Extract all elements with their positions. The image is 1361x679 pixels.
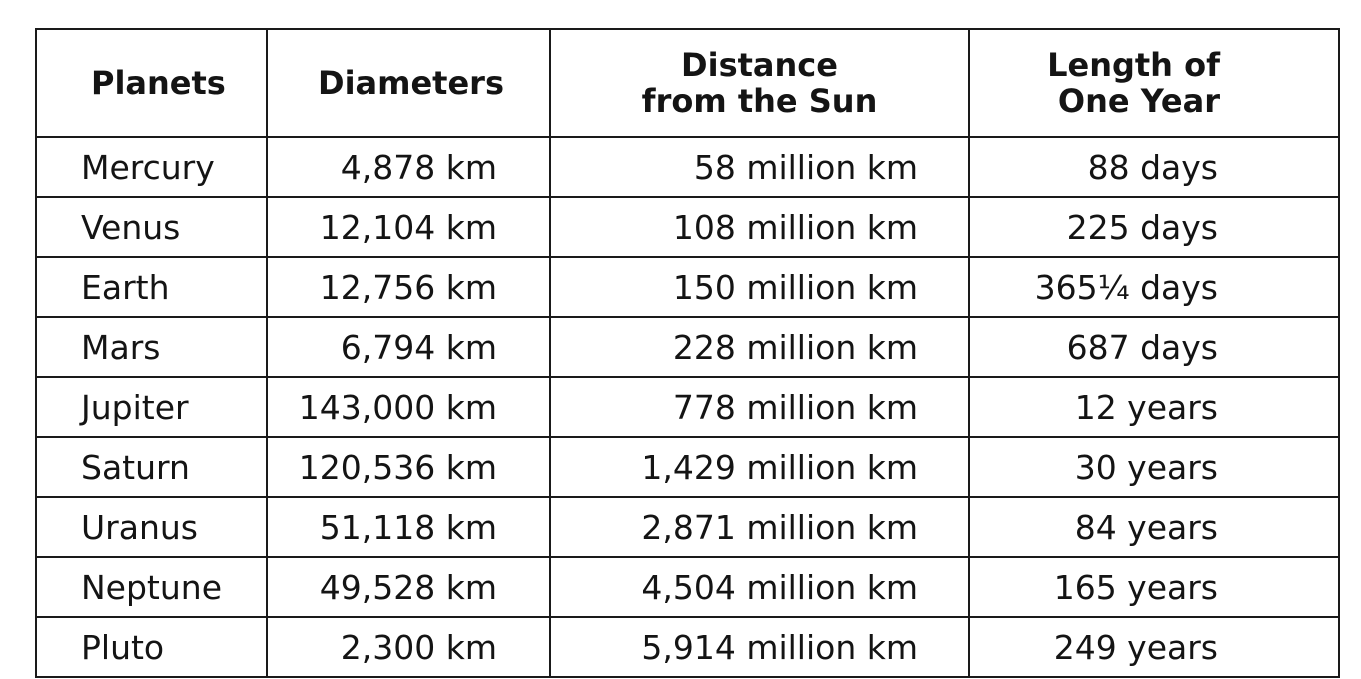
cell-diameter: 143,000 km	[266, 377, 551, 438]
cell-distance: 4,504 million km	[549, 557, 970, 618]
cell-planet: Mars	[35, 317, 268, 378]
cell-year-length: 12 years	[968, 377, 1340, 438]
table-row: Neptune 49,528 km 4,504 million km 165 y…	[35, 557, 1340, 618]
table-row: Mercury 4,878 km 58 million km 88 days	[35, 137, 1340, 198]
cell-year-length: 249 years	[968, 617, 1340, 677]
cell-planet: Uranus	[35, 497, 268, 558]
planet-data-table: Planets Diameters Distance from the Sun …	[35, 28, 1340, 678]
header-diameters-label: Diameters	[318, 64, 504, 102]
table-row: Venus 12,104 km 108 million km 225 days	[35, 197, 1340, 258]
table-row: Saturn 120,536 km 1,429 million km 30 ye…	[35, 437, 1340, 498]
cell-year-length: 88 days	[968, 137, 1340, 198]
cell-planet: Jupiter	[35, 377, 268, 438]
cell-year-length: 687 days	[968, 317, 1340, 378]
table-row: Earth 12,756 km 150 million km 365¼ days	[35, 257, 1340, 318]
cell-planet: Earth	[35, 257, 268, 318]
table-body: Mercury 4,878 km 58 million km 88 days V…	[35, 137, 1340, 677]
cell-planet: Pluto	[35, 617, 268, 677]
table-row: Jupiter 143,000 km 778 million km 12 yea…	[35, 377, 1340, 438]
cell-diameter: 49,528 km	[266, 557, 551, 618]
table-row: Uranus 51,118 km 2,871 million km 84 yea…	[35, 497, 1340, 558]
cell-distance: 58 million km	[549, 137, 970, 198]
header-row: Planets Diameters Distance from the Sun …	[35, 29, 1340, 138]
table-row: Pluto 2,300 km 5,914 million km 249 year…	[35, 617, 1340, 677]
header-distance-line2: from the Sun	[641, 82, 878, 120]
header-diameters: Diameters	[266, 29, 551, 138]
header-distance-line1: Distance	[681, 46, 838, 84]
planet-data-table-container: Planets Diameters Distance from the Sun …	[35, 28, 1340, 678]
cell-diameter: 12,756 km	[266, 257, 551, 318]
header-year-line2: One Year	[1057, 82, 1220, 120]
cell-distance: 778 million km	[549, 377, 970, 438]
cell-distance: 108 million km	[549, 197, 970, 258]
cell-year-length: 165 years	[968, 557, 1340, 618]
cell-diameter: 51,118 km	[266, 497, 551, 558]
cell-year-length: 365¼ days	[968, 257, 1340, 318]
table-header: Planets Diameters Distance from the Sun …	[35, 29, 1340, 138]
cell-distance: 5,914 million km	[549, 617, 970, 677]
header-planets: Planets	[35, 29, 268, 138]
cell-diameter: 12,104 km	[266, 197, 551, 258]
cell-distance: 1,429 million km	[549, 437, 970, 498]
cell-diameter: 6,794 km	[266, 317, 551, 378]
header-year-length: Length of One Year	[968, 29, 1340, 138]
cell-distance: 228 million km	[549, 317, 970, 378]
cell-distance: 2,871 million km	[549, 497, 970, 558]
cell-planet: Mercury	[35, 137, 268, 198]
cell-year-length: 225 days	[968, 197, 1340, 258]
header-distance: Distance from the Sun	[549, 29, 970, 138]
header-year-line1: Length of	[1047, 46, 1220, 84]
cell-diameter: 120,536 km	[266, 437, 551, 498]
cell-year-length: 30 years	[968, 437, 1340, 498]
table-row: Mars 6,794 km 228 million km 687 days	[35, 317, 1340, 378]
cell-diameter: 2,300 km	[266, 617, 551, 677]
header-planets-label: Planets	[91, 64, 226, 102]
cell-year-length: 84 years	[968, 497, 1340, 558]
cell-planet: Neptune	[35, 557, 268, 618]
cell-planet: Venus	[35, 197, 268, 258]
cell-planet: Saturn	[35, 437, 268, 498]
cell-distance: 150 million km	[549, 257, 970, 318]
cell-diameter: 4,878 km	[266, 137, 551, 198]
